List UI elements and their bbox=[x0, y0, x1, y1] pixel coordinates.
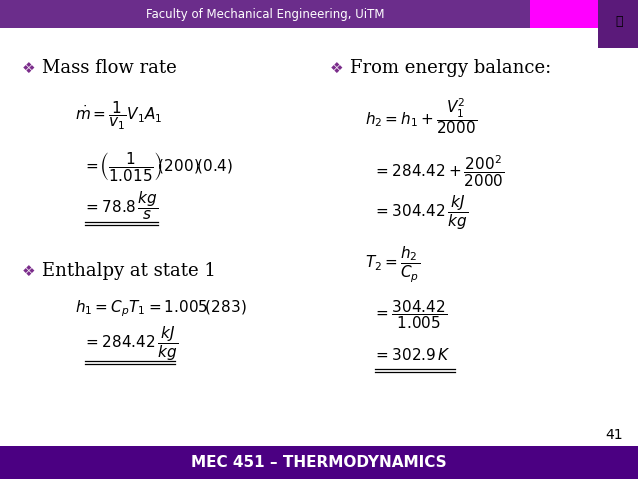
Text: $\dot{m} = \dfrac{1}{v_1}V_1 A_1$: $\dot{m} = \dfrac{1}{v_1}V_1 A_1$ bbox=[75, 100, 163, 132]
Bar bbox=[0, 446, 638, 479]
Text: ❖: ❖ bbox=[22, 263, 36, 278]
Text: $= 78.8\,\dfrac{kg}{s}$: $= 78.8\,\dfrac{kg}{s}$ bbox=[83, 190, 158, 222]
Text: Enthalpy at state 1: Enthalpy at state 1 bbox=[42, 262, 216, 280]
Text: 👑: 👑 bbox=[615, 14, 623, 27]
Text: ❖: ❖ bbox=[330, 60, 344, 76]
Text: ❖: ❖ bbox=[22, 60, 36, 76]
Text: $= \!\left(\dfrac{1}{1.015}\right)\!\!\left(200\right)\!\left(0.4\right)$: $= \!\left(\dfrac{1}{1.015}\right)\!\!\l… bbox=[83, 149, 234, 182]
Text: 41: 41 bbox=[605, 428, 623, 442]
Text: From energy balance:: From energy balance: bbox=[350, 59, 551, 77]
Bar bbox=[0, 0, 530, 28]
Text: MEC 451 – THERMODYNAMICS: MEC 451 – THERMODYNAMICS bbox=[191, 455, 447, 470]
Text: $= 284.42\,\dfrac{kJ}{kg}$: $= 284.42\,\dfrac{kJ}{kg}$ bbox=[83, 325, 178, 364]
Bar bbox=[530, 0, 598, 28]
Text: $= 302.9\,K$: $= 302.9\,K$ bbox=[373, 347, 451, 363]
Bar bbox=[598, 0, 638, 48]
Text: $h_2 = h_1 + \dfrac{V_1^2}{2000}$: $h_2 = h_1 + \dfrac{V_1^2}{2000}$ bbox=[365, 96, 477, 136]
Text: $= 304.42\,\dfrac{kJ}{kg}$: $= 304.42\,\dfrac{kJ}{kg}$ bbox=[373, 194, 468, 232]
Text: $= \dfrac{304.42}{1.005}$: $= \dfrac{304.42}{1.005}$ bbox=[373, 298, 447, 331]
Text: Faculty of Mechanical Engineering, UiTM: Faculty of Mechanical Engineering, UiTM bbox=[145, 8, 384, 21]
Text: $T_2 = \dfrac{h_2}{C_p}$: $T_2 = \dfrac{h_2}{C_p}$ bbox=[365, 245, 420, 285]
Text: $h_1 = C_p T_1 = 1.005\!\left(283\right)$: $h_1 = C_p T_1 = 1.005\!\left(283\right)… bbox=[75, 299, 247, 319]
Text: $= 284.42 + \dfrac{200^2}{2000}$: $= 284.42 + \dfrac{200^2}{2000}$ bbox=[373, 153, 505, 189]
Text: Mass flow rate: Mass flow rate bbox=[42, 59, 177, 77]
